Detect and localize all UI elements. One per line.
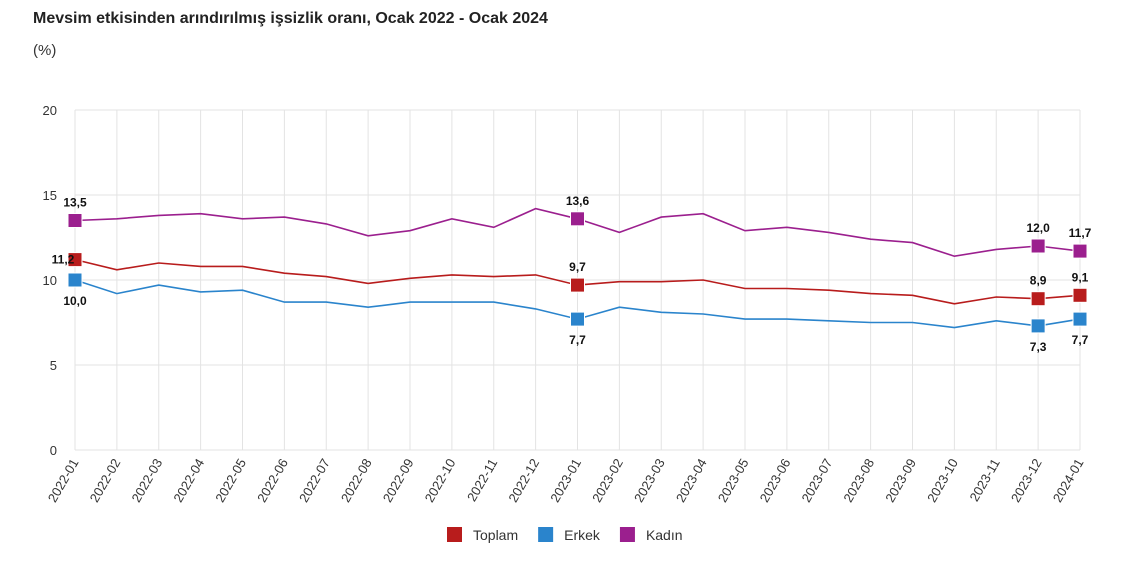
data-marker [1072, 287, 1088, 303]
data-label: 12,0 [1026, 221, 1050, 235]
y-tick-label: 10 [43, 273, 57, 288]
legend-label-toplam: Toplam [473, 527, 518, 543]
x-tick-label: 2022-09 [380, 456, 417, 505]
data-marker [570, 211, 585, 227]
x-tick-label: 2022-07 [296, 456, 333, 505]
x-tick-label: 2022-11 [464, 456, 500, 504]
x-tick-label: 2023-09 [882, 456, 919, 505]
data-marker [67, 213, 83, 228]
x-tick-label: 2023-11 [966, 456, 1002, 504]
y-tick-label: 5 [50, 358, 57, 373]
data-marker [1072, 311, 1088, 327]
x-tick-label: 2023-06 [757, 456, 794, 505]
legend-swatch-toplam [447, 527, 462, 542]
x-tick-label: 2022-04 [170, 456, 207, 505]
data-label: 7,3 [1030, 340, 1047, 354]
x-tick-label: 2022-05 [212, 456, 249, 505]
data-label: 7,7 [1072, 333, 1089, 347]
data-label: 13,5 [63, 196, 87, 210]
legend-label-erkek: Erkek [564, 527, 601, 543]
data-label: 9,7 [569, 260, 586, 274]
legend-label-kadın: Kadın [646, 527, 683, 543]
legend-swatch-erkek [538, 527, 554, 542]
data-marker [1030, 238, 1046, 254]
x-tick-label: 2023-03 [631, 456, 668, 505]
x-tick-label: 2023-10 [924, 456, 961, 505]
chart-title: Mevsim etkisinden arındırılmış işsizlik … [33, 10, 548, 27]
data-label: 10,0 [63, 294, 87, 308]
x-tick-label: 2023-05 [715, 456, 752, 505]
x-tick-label: 2023-08 [840, 456, 877, 505]
x-tick-label: 2024-01 [1050, 456, 1087, 505]
data-marker [1072, 243, 1088, 259]
x-tick-label: 2022-12 [505, 456, 542, 505]
x-tick-label: 2022-01 [45, 456, 82, 505]
y-axis-unit: (%) [33, 42, 57, 59]
data-marker [1030, 291, 1046, 307]
x-tick-label: 2023-12 [1008, 456, 1045, 505]
data-marker [67, 272, 83, 288]
x-tick-label: 2023-07 [798, 456, 835, 505]
x-tick-label: 2022-06 [254, 456, 291, 505]
x-tick-label: 2023-04 [673, 456, 710, 505]
legend-swatch-kadın [619, 527, 635, 542]
y-tick-label: 15 [43, 188, 57, 203]
x-tick-label: 2022-10 [422, 456, 459, 505]
y-tick-label: 0 [50, 443, 57, 458]
x-tick-label: 2022-02 [87, 456, 124, 505]
data-label: 9,1 [1072, 270, 1089, 284]
data-label: 11,7 [1069, 226, 1092, 240]
data-marker [67, 252, 83, 268]
data-label: 11,2 [52, 253, 75, 267]
x-tick-label: 2023-02 [589, 456, 626, 505]
x-tick-label: 2022-03 [128, 456, 165, 505]
data-marker [570, 311, 585, 327]
data-marker [570, 277, 585, 293]
data-label: 7,7 [569, 333, 586, 347]
x-tick-label: 2023-01 [547, 456, 584, 505]
x-tick-label: 2022-08 [338, 456, 375, 505]
data-label: 13,6 [566, 194, 590, 208]
data-marker [1030, 318, 1046, 334]
y-tick-label: 20 [43, 103, 57, 118]
data-label: 8,9 [1030, 274, 1047, 288]
